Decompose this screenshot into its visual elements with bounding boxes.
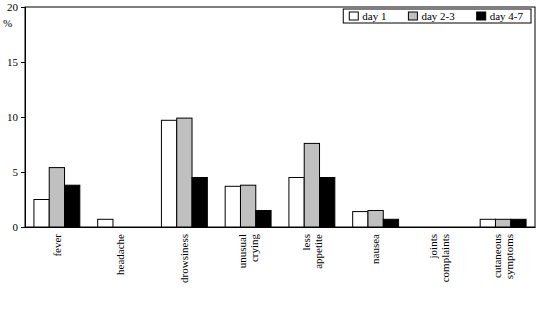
x-axis-line bbox=[26, 227, 536, 228]
bar bbox=[49, 168, 64, 227]
y-tick-label: 20 bbox=[7, 1, 19, 13]
y-tick-mark bbox=[21, 62, 25, 63]
bar bbox=[225, 186, 240, 227]
bar bbox=[240, 185, 255, 227]
bars bbox=[34, 118, 526, 227]
x-tick: unusualcrying bbox=[236, 234, 260, 269]
y-tick: 15 bbox=[7, 56, 25, 68]
legend-label: day 2-3 bbox=[421, 10, 455, 22]
bar bbox=[511, 219, 526, 227]
legend-label: day 4-7 bbox=[490, 10, 524, 22]
x-tick: fever bbox=[51, 234, 63, 257]
legend-swatch bbox=[477, 12, 486, 20]
x-tick: drowsiness bbox=[178, 234, 190, 283]
x-tick-label: cutaneoussymptoms bbox=[491, 234, 515, 279]
bar bbox=[368, 211, 383, 228]
y-tick: 10 bbox=[7, 111, 25, 123]
bar bbox=[416, 227, 431, 228]
y-tick-label: 0 bbox=[13, 221, 19, 233]
plot: 0 5 10 15 20 fever headache drowsiness unusualcr… bbox=[7, 1, 536, 283]
y-tick: 20 bbox=[7, 1, 25, 13]
bar bbox=[289, 178, 304, 228]
y-tick-mark bbox=[21, 172, 25, 173]
legend: day 1 day 2-3 day 4-7 bbox=[343, 9, 531, 23]
x-tick-label: unusualcrying bbox=[236, 234, 260, 269]
y-tick-label: 5 bbox=[13, 166, 19, 178]
x-tick-label: nausea bbox=[369, 234, 381, 264]
bar bbox=[320, 178, 335, 228]
bar bbox=[192, 178, 207, 228]
x-axis: fever headache drowsiness unusualcrying less… bbox=[26, 228, 536, 283]
x-tick-label: headache bbox=[114, 234, 126, 275]
bar-series bbox=[49, 118, 511, 227]
bar bbox=[256, 211, 271, 228]
bar bbox=[304, 143, 319, 227]
bar-series bbox=[65, 178, 527, 228]
bar bbox=[353, 212, 368, 227]
x-tick: lessappetite bbox=[300, 234, 324, 269]
y-tick: 5 bbox=[13, 166, 26, 178]
bar bbox=[495, 219, 510, 227]
bar bbox=[432, 227, 447, 228]
bar bbox=[177, 118, 192, 227]
x-tick-label: drowsiness bbox=[178, 234, 190, 283]
bar bbox=[98, 219, 113, 227]
bar bbox=[65, 185, 80, 227]
bar bbox=[447, 227, 462, 228]
bar bbox=[34, 200, 49, 228]
x-tick-label: jointscomplaints bbox=[427, 234, 451, 282]
x-tick: jointscomplaints bbox=[427, 234, 451, 282]
x-tick: headache bbox=[114, 234, 126, 275]
y-tick-mark bbox=[21, 227, 25, 228]
bar bbox=[480, 219, 495, 227]
legend-label: day 1 bbox=[362, 10, 386, 22]
x-tick-label: fever bbox=[51, 234, 63, 257]
bar-series bbox=[34, 120, 496, 227]
chart: 0 5 10 15 20 fever headache drowsiness unusualcr… bbox=[0, 0, 543, 311]
plot-frame bbox=[25, 7, 535, 227]
bar bbox=[161, 120, 176, 227]
x-tick: cutaneoussymptoms bbox=[491, 234, 515, 279]
bar bbox=[383, 219, 398, 227]
bar bbox=[128, 227, 143, 228]
legend-swatch bbox=[408, 12, 417, 20]
y-axis: 0 5 10 15 20 bbox=[7, 1, 26, 233]
y-axis-title: % bbox=[3, 17, 12, 29]
legend-box bbox=[343, 9, 531, 23]
y-axis-line bbox=[21, 8, 26, 228]
bar bbox=[113, 227, 128, 228]
y-tick-mark bbox=[21, 117, 25, 118]
y-tick: 0 bbox=[13, 221, 26, 233]
x-tick-label: lessappetite bbox=[300, 234, 324, 269]
y-tick-label: 15 bbox=[7, 56, 19, 68]
y-tick-mark bbox=[21, 7, 25, 8]
legend-swatch bbox=[349, 12, 358, 20]
y-tick-label: 10 bbox=[7, 111, 19, 123]
x-tick: nausea bbox=[369, 234, 381, 264]
